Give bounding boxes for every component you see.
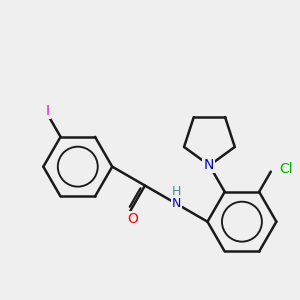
Text: Cl: Cl (280, 162, 293, 176)
Text: N: N (203, 158, 214, 172)
Text: O: O (127, 212, 138, 226)
Text: I: I (46, 104, 50, 118)
Text: N: N (172, 197, 181, 210)
Text: H: H (172, 185, 181, 198)
